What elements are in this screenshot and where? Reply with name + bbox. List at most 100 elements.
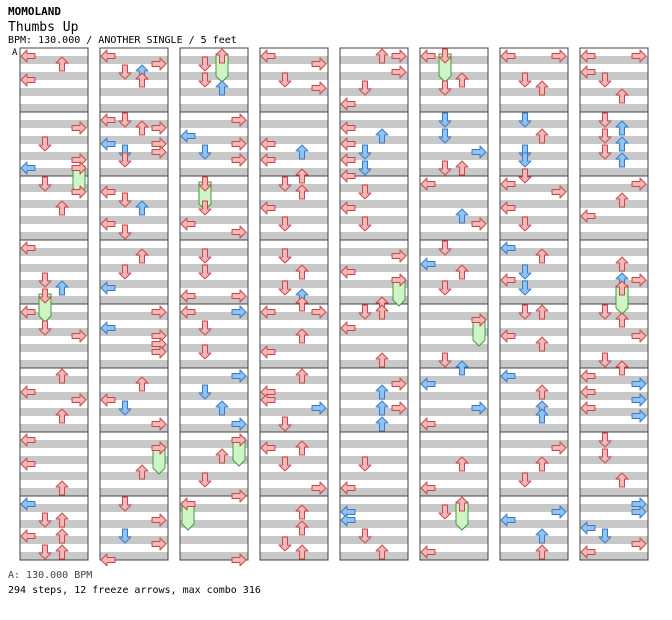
- arrow-right-quarter: [151, 121, 167, 135]
- beat-stripe: [20, 136, 88, 144]
- beat-stripe: [260, 408, 328, 416]
- arrow-down-quarter: [438, 240, 452, 256]
- arrow-right-quarter: [71, 161, 87, 175]
- beat-stripe: [420, 232, 488, 240]
- beat-stripe: [420, 120, 488, 128]
- arrow-right-quarter: [71, 185, 87, 199]
- arrow-up-quarter: [615, 360, 629, 376]
- arrow-right-quarter: [311, 305, 327, 319]
- beat-stripe: [420, 72, 488, 80]
- arrow-left-quarter: [20, 49, 36, 63]
- arrow-right-eighth: [631, 409, 647, 423]
- arrow-left-quarter: [340, 121, 356, 135]
- arrow-down-quarter: [598, 112, 612, 128]
- beat-stripe: [180, 120, 248, 128]
- beat-stripe: [100, 344, 168, 352]
- arrow-up-quarter: [55, 512, 69, 528]
- beat-stripe: [580, 312, 648, 320]
- beat-stripe: [340, 360, 408, 368]
- beat-stripe: [500, 488, 568, 496]
- beat-stripe: [420, 152, 488, 160]
- beat-stripe: [580, 328, 648, 336]
- arrow-right-quarter: [631, 537, 647, 551]
- arrow-down-quarter: [118, 496, 132, 512]
- beat-stripe: [260, 472, 328, 480]
- beat-stripe: [180, 312, 248, 320]
- beat-stripe: [180, 536, 248, 544]
- arrow-left-eighth: [500, 369, 516, 383]
- beat-stripe: [100, 440, 168, 448]
- beat-stripe: [100, 472, 168, 480]
- column-border: [499, 47, 569, 561]
- arrow-up-quarter: [615, 192, 629, 208]
- arrow-left-quarter: [340, 201, 356, 215]
- arrow-down-eighth: [438, 128, 452, 144]
- beat-stripe: [20, 264, 88, 272]
- arrow-right-quarter: [71, 393, 87, 407]
- beat-stripe: [420, 216, 488, 224]
- arrow-right-eighth: [231, 305, 247, 319]
- beat-stripe: [260, 104, 328, 112]
- arrow-down-quarter: [38, 512, 52, 528]
- arrow-down-quarter: [598, 352, 612, 368]
- beat-stripe: [500, 56, 568, 64]
- beat-stripe: [20, 360, 88, 368]
- beat-stripe: [100, 152, 168, 160]
- arrow-down-quarter: [438, 504, 452, 520]
- arrow-left-eighth: [180, 129, 196, 143]
- beat-stripe: [100, 136, 168, 144]
- arrow-down-quarter: [278, 216, 292, 232]
- arrow-right-eighth: [311, 401, 327, 415]
- arrow-down-quarter: [358, 184, 372, 200]
- arrow-up-quarter: [55, 368, 69, 384]
- beat-stripe: [20, 168, 88, 176]
- arrow-down-quarter: [278, 72, 292, 88]
- beat-stripe: [420, 504, 488, 512]
- beat-stripe: [180, 88, 248, 96]
- beat-stripe: [500, 552, 568, 560]
- arrow-right-quarter: [311, 81, 327, 95]
- beat-stripe: [500, 472, 568, 480]
- beat-stripe: [580, 168, 648, 176]
- beat-stripe: [420, 344, 488, 352]
- arrow-down-quarter: [598, 72, 612, 88]
- arrow-up-quarter: [55, 200, 69, 216]
- arrow-left-quarter: [340, 481, 356, 495]
- beat-stripe: [100, 552, 168, 560]
- arrow-down-quarter: [358, 216, 372, 232]
- arrow-down-quarter: [38, 136, 52, 152]
- beat-stripe: [500, 360, 568, 368]
- arrow-left-quarter: [180, 289, 196, 303]
- beat-stripe: [100, 88, 168, 96]
- arrow-right-quarter: [151, 537, 167, 551]
- arrow-right-quarter: [311, 57, 327, 71]
- beat-stripe: [420, 376, 488, 384]
- arrow-left-quarter: [20, 457, 36, 471]
- arrow-right-quarter: [231, 153, 247, 167]
- arrow-up-quarter: [535, 80, 549, 96]
- beat-stripe: [340, 456, 408, 464]
- beat-stripe: [180, 152, 248, 160]
- arrow-up-quarter: [295, 440, 309, 456]
- beat-stripe: [20, 232, 88, 240]
- beat-stripe: [100, 424, 168, 432]
- beat-stripe: [20, 504, 88, 512]
- beat-stripe: [20, 312, 88, 320]
- beat-stripe: [20, 456, 88, 464]
- beat-stripe: [580, 72, 648, 80]
- beat-stripe: [100, 200, 168, 208]
- beat-stripe: [100, 168, 168, 176]
- arrow-down-quarter: [438, 352, 452, 368]
- arrow-down-quarter: [598, 144, 612, 160]
- arrow-left-eighth: [420, 377, 436, 391]
- beat-stripe: [580, 440, 648, 448]
- beat-stripe: [100, 216, 168, 224]
- beat-stripe: [180, 248, 248, 256]
- arrow-down-quarter: [198, 472, 212, 488]
- beat-stripe: [580, 136, 648, 144]
- arrow-up-quarter: [295, 328, 309, 344]
- beat-stripe: [180, 520, 248, 528]
- arrow-up-eighth: [135, 200, 149, 216]
- beat-stripe: [580, 248, 648, 256]
- beat-stripe: [420, 88, 488, 96]
